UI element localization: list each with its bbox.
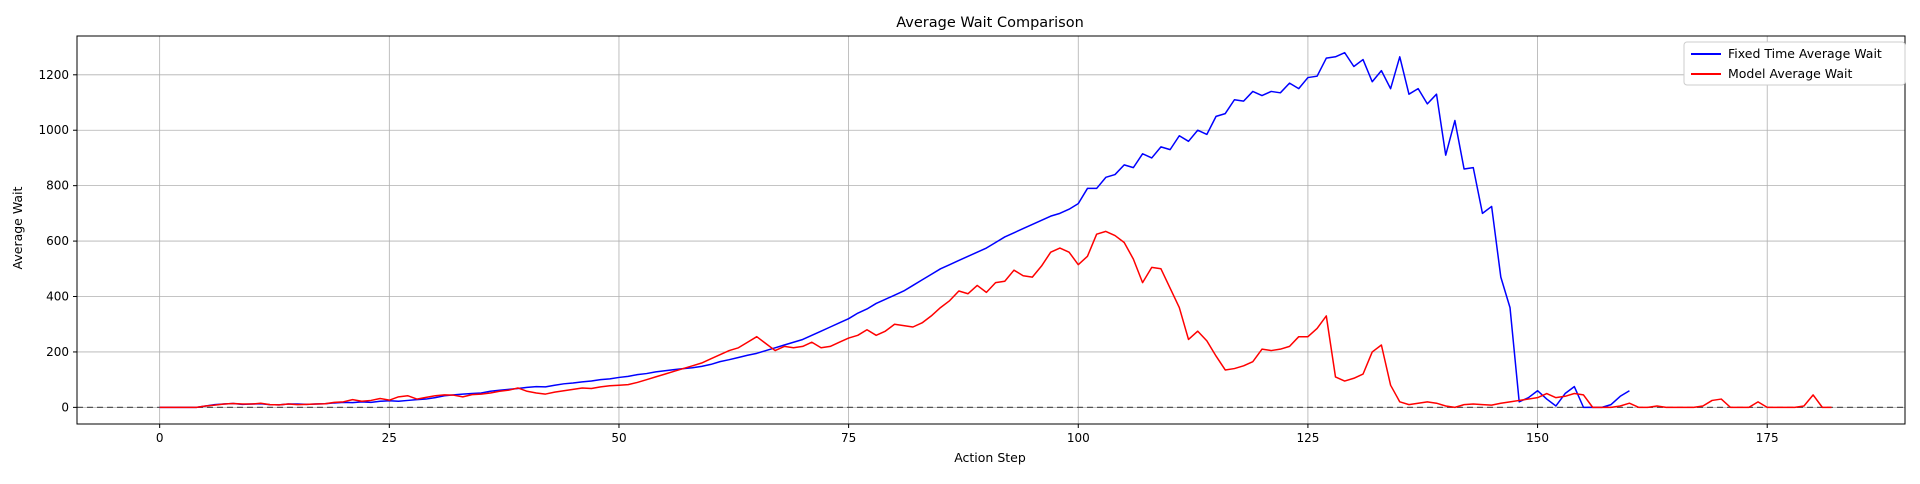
x-tick-label: 75	[841, 431, 856, 445]
x-axis-ticks: 0 25 50 75 100 125 150 175	[156, 424, 1779, 445]
x-tick-label: 125	[1296, 431, 1319, 445]
legend-label-model: Model Average Wait	[1728, 66, 1853, 81]
series-line-fixed-time	[159, 51, 1630, 409]
grid	[77, 36, 1905, 424]
legend-label-fixed-time: Fixed Time Average Wait	[1728, 46, 1882, 61]
y-axis-label: Average Wait	[10, 186, 25, 269]
y-axis-ticks: 0 200 400 600 800 1000 1200	[38, 68, 77, 414]
y-tick-label: 1200	[38, 68, 69, 82]
y-tick-label: 0	[61, 400, 69, 414]
y-tick-label: 600	[46, 234, 69, 248]
x-tick-label: 0	[156, 431, 164, 445]
x-tick-label: 25	[382, 431, 397, 445]
y-tick-label: 400	[46, 290, 69, 304]
y-tick-label: 800	[46, 179, 69, 193]
x-tick-label: 150	[1526, 431, 1549, 445]
x-axis-label: Action Step	[954, 450, 1026, 465]
series-group	[159, 51, 1832, 409]
legend-box	[1683, 41, 1906, 86]
plot-frame	[76, 35, 1906, 425]
legend: Fixed Time Average Wait Model Average Wa…	[1683, 41, 1906, 86]
x-tick-label: 50	[611, 431, 626, 445]
y-tick-label: 1000	[38, 123, 69, 137]
x-tick-label: 100	[1067, 431, 1090, 445]
x-tick-label: 175	[1756, 431, 1779, 445]
series-line-model	[159, 230, 1832, 409]
y-tick-label: 200	[46, 345, 69, 359]
chart-title: Average Wait Comparison	[896, 15, 1084, 31]
